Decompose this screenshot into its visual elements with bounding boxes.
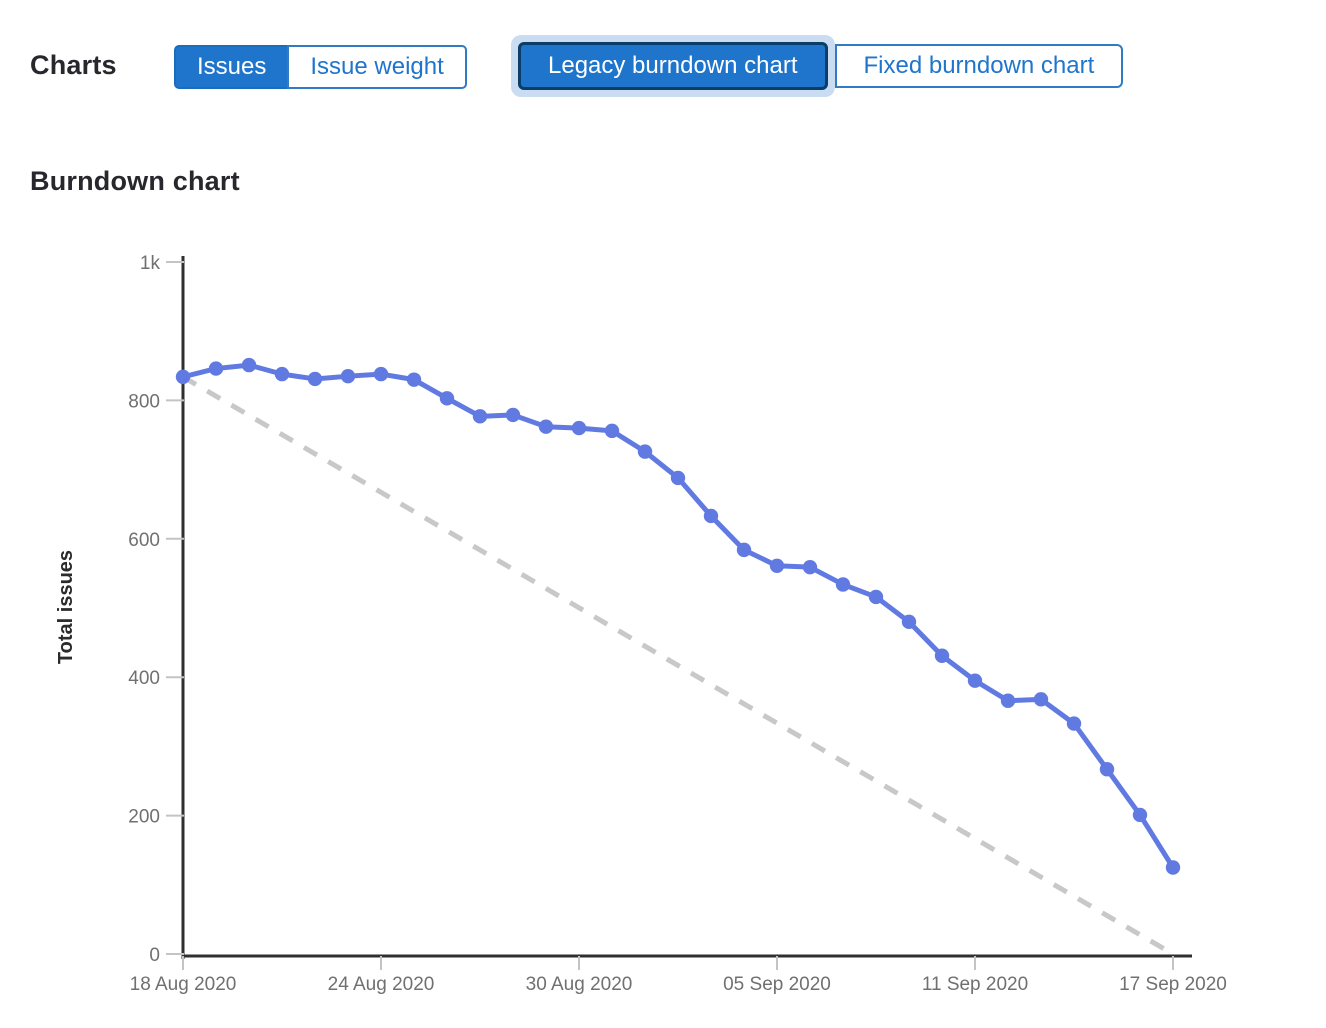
x-axis-tick-label: 24 Aug 2020 — [328, 974, 435, 995]
data-point[interactable] — [835, 577, 851, 592]
y-axis-tick-label: 0 — [149, 945, 160, 966]
data-point[interactable] — [406, 372, 422, 387]
data-point[interactable] — [868, 589, 884, 605]
y-axis-tick-label: 800 — [128, 391, 160, 412]
data-point[interactable] — [637, 444, 653, 459]
ideal-guideline — [181, 374, 1175, 957]
issues-toggle-button[interactable]: Issues — [174, 45, 290, 89]
y-axis-title: Total issues — [55, 550, 77, 664]
data-point[interactable] — [571, 420, 587, 436]
data-point[interactable] — [505, 407, 521, 423]
x-axis-tick-label: 17 Sep 2020 — [1119, 974, 1227, 995]
x-axis-tick-label: 05 Sep 2020 — [723, 974, 831, 995]
chart-type-toggle-group: Legacy burndown chart Fixed burndown cha… — [511, 35, 1124, 97]
focus-ring: Legacy burndown chart — [511, 35, 835, 97]
y-axis-tick-label: 200 — [128, 807, 160, 828]
data-point[interactable] — [802, 559, 818, 575]
fixed-burndown-chart-button[interactable]: Fixed burndown chart — [834, 44, 1124, 88]
metric-toggle-group: Issues Issue weight — [174, 45, 467, 89]
data-point[interactable] — [208, 361, 224, 376]
x-axis-tick-label: 30 Aug 2020 — [526, 974, 633, 995]
data-point[interactable] — [901, 614, 917, 630]
data-point[interactable] — [1000, 693, 1016, 708]
data-point[interactable] — [670, 470, 686, 486]
data-point[interactable] — [307, 371, 323, 387]
data-point[interactable] — [1165, 860, 1181, 875]
data-point[interactable] — [934, 648, 950, 663]
data-point[interactable] — [1132, 807, 1148, 823]
y-axis-tick-label: 400 — [128, 668, 160, 689]
data-point[interactable] — [373, 366, 389, 382]
data-point[interactable] — [1066, 716, 1082, 731]
data-point[interactable] — [439, 391, 455, 406]
section-title: Burndown chart — [30, 166, 240, 196]
data-point[interactable] — [967, 673, 983, 688]
data-point[interactable] — [1099, 762, 1115, 777]
data-point[interactable] — [604, 423, 620, 439]
data-point[interactable] — [472, 409, 488, 424]
data-point[interactable] — [175, 369, 191, 385]
data-point[interactable] — [703, 508, 719, 524]
x-axis-tick-label: 18 Aug 2020 — [130, 974, 237, 995]
data-point[interactable] — [1033, 692, 1049, 707]
data-point[interactable] — [769, 558, 785, 573]
y-axis-tick-label: 1k — [140, 253, 161, 274]
data-point[interactable] — [538, 419, 554, 434]
x-axis-tick-label: 11 Sep 2020 — [922, 974, 1028, 995]
burndown-line — [180, 362, 1176, 870]
data-point[interactable] — [241, 357, 257, 373]
y-axis-tick-label: 600 — [128, 530, 160, 551]
charts-label: Charts — [30, 50, 117, 80]
issue-weight-toggle-button[interactable]: Issue weight — [287, 45, 467, 89]
legacy-burndown-chart-button[interactable]: Legacy burndown chart — [518, 42, 828, 90]
data-point[interactable] — [274, 366, 290, 382]
data-point[interactable] — [340, 368, 356, 384]
data-point[interactable] — [736, 542, 752, 558]
